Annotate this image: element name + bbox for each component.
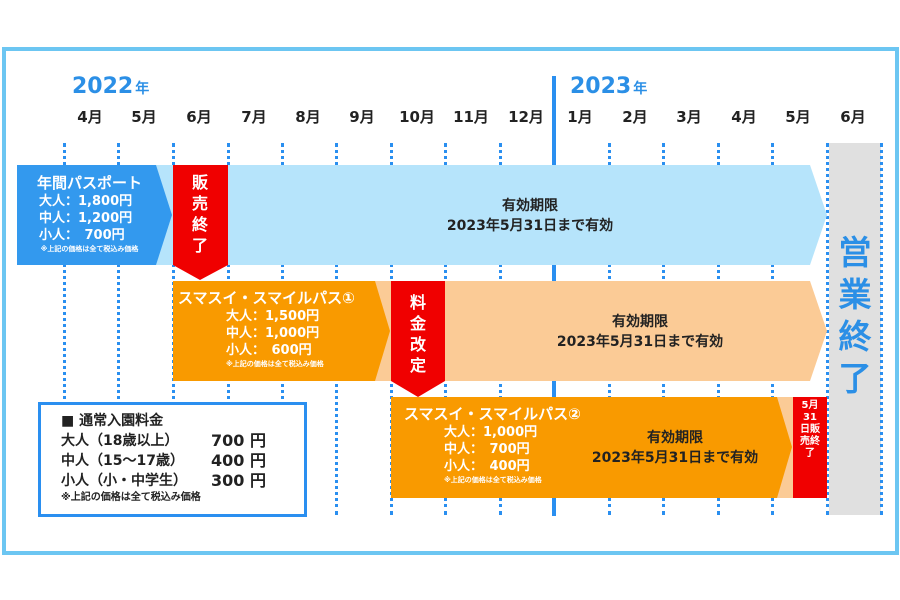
month-label: 8月	[295, 108, 321, 126]
month-gridline	[880, 143, 883, 515]
price-revision-marker	[391, 281, 445, 397]
validity-label: 有効期限	[647, 430, 703, 446]
validity-date: 2023年5月31日まで有効	[446, 218, 614, 234]
price-child: 小人： 700円	[39, 228, 125, 243]
year-suffix: 年	[633, 81, 648, 97]
smile2-sales-end-marker	[793, 397, 827, 498]
validity-label: 有効期限	[502, 198, 558, 214]
price-adult: 大人：1,800円	[39, 194, 133, 209]
validity-label: 有効期限	[612, 314, 668, 330]
validity-date: 2023年5月31日まで有効	[591, 450, 759, 466]
regular-admission-box: ■ 通常入園料金 大人（18歳以上） 700 円中人（15～17歳） 400 円小人…	[38, 402, 307, 517]
tax-note: ※上記の価格は全て税込み価格	[226, 360, 324, 368]
annual-pass-block	[17, 165, 172, 265]
annual-validity: 有効期限 2023年5月31日まで有効	[330, 196, 730, 236]
price-child: 小人： 600円	[226, 343, 312, 358]
admission-row: 大人（18歳以上） 700 円	[61, 431, 266, 451]
year-label: 2023	[570, 74, 632, 99]
price-middle: 中人： 700円	[444, 442, 530, 457]
smile2-block	[391, 397, 792, 498]
closed-period	[829, 143, 881, 515]
month-gridline	[63, 143, 66, 515]
month-label: 7月	[241, 108, 267, 126]
smile2-validity: 有効期限 2023年5月31日まで有効	[570, 428, 780, 468]
month-label: 4月	[77, 108, 103, 126]
admission-category: 小人（小・中学生）	[61, 473, 187, 489]
month-label: 4月	[731, 108, 757, 126]
admission-category: 大人（18歳以上）	[61, 433, 179, 449]
admission-price: 400 円	[211, 451, 266, 470]
month-label: 12月	[508, 108, 544, 126]
smile1-title: スマスイ・スマイルパス①	[178, 289, 355, 307]
smile2-info: スマスイ・スマイルパス② 大人：1,000円 中人： 700円 小人： 400円…	[404, 403, 604, 485]
admission-row: 中人（15～17歳） 400 円	[61, 451, 266, 471]
year-2023: 2023 年	[570, 74, 647, 99]
tax-note: ※上記の価格は全て税込み価格	[61, 492, 201, 503]
admission-row: 小人（小・中学生） 300 円	[61, 471, 266, 491]
closing-label: 営業終了	[838, 233, 872, 398]
month-label: 9月	[349, 108, 375, 126]
regular-admission-title: ■ 通常入園料金	[61, 413, 164, 429]
smile2-sales-end-label: 5月31日販売終了	[800, 400, 820, 459]
month-gridline	[826, 143, 829, 515]
tax-note: ※上記の価格は全て税込み価格	[444, 476, 542, 484]
price-adult: 大人：1,000円	[444, 425, 538, 440]
month-label: 5月	[785, 108, 811, 126]
month-label: 1月	[567, 108, 593, 126]
month-gridline	[117, 143, 120, 515]
price-child: 小人： 400円	[444, 459, 530, 474]
sales-end-label: 販売終了	[191, 173, 208, 255]
regular-admission-content: ■ 通常入園料金 大人（18歳以上） 700 円中人（15～17歳） 400 円小人…	[61, 411, 266, 505]
month-label: 2月	[622, 108, 648, 126]
price-adult: 大人：1,500円	[226, 309, 320, 324]
month-label: 6月	[840, 108, 866, 126]
price-middle: 中人：1,000円	[226, 326, 320, 341]
tax-note: ※上記の価格は全て税込み価格	[40, 245, 139, 253]
year-2022: 2022 年	[72, 74, 149, 99]
year-label: 2022	[72, 74, 134, 99]
sales-end-marker	[173, 165, 228, 280]
price-revision-label: 料金改定	[409, 293, 426, 375]
annual-pass-info: 年間パスポート 大人：1,800円 中人：1,200円 小人： 700円 ※上記…	[17, 172, 162, 254]
annual-pass-title: 年間パスポート	[36, 174, 142, 192]
admission-category: 中人（15～17歳）	[61, 453, 184, 469]
smile1-info: スマスイ・スマイルパス① 大人：1,500円 中人：1,000円 小人： 600…	[178, 287, 368, 369]
year-suffix: 年	[135, 81, 150, 97]
admission-price: 700 円	[211, 431, 266, 450]
admission-price: 300 円	[211, 471, 266, 490]
smile1-validity: 有効期限 2023年5月31日まで有効	[470, 312, 810, 352]
validity-date: 2023年5月31日まで有効	[556, 334, 724, 350]
month-label: 3月	[676, 108, 702, 126]
smile1-block	[173, 281, 390, 381]
smile2-title: スマスイ・スマイルパス②	[404, 405, 581, 423]
month-label: 10月	[399, 108, 435, 126]
month-label: 6月	[186, 108, 212, 126]
price-middle: 中人：1,200円	[39, 211, 133, 226]
month-label: 11月	[453, 108, 489, 126]
month-label: 5月	[131, 108, 157, 126]
